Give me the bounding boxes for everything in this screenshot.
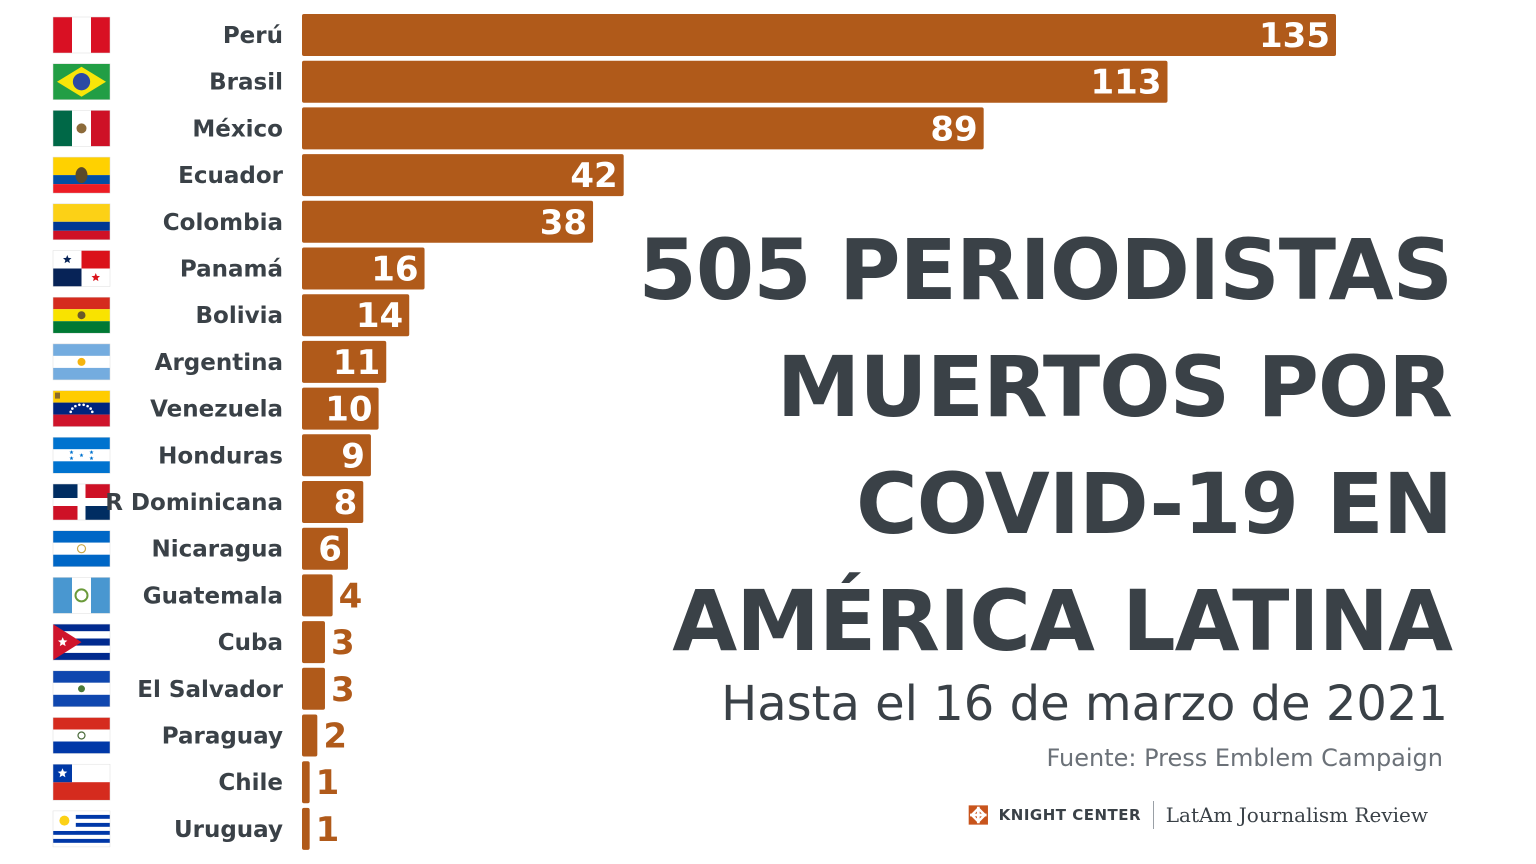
- country-label: Panamá: [180, 257, 283, 283]
- bar: [302, 247, 425, 290]
- bar: [302, 340, 387, 383]
- value-label: 11: [333, 343, 380, 383]
- paraguay-flag: [52, 717, 111, 754]
- bar: [302, 574, 333, 617]
- country-label: El Salvador: [137, 677, 283, 703]
- value-label: 2: [323, 717, 347, 757]
- country-label: Nicaragua: [151, 537, 283, 563]
- guatemala-flag: [52, 577, 111, 614]
- value-label: 113: [1091, 63, 1162, 103]
- country-label: México: [192, 116, 283, 142]
- knight-center-label: KNIGHT CENTER: [998, 806, 1142, 824]
- cuba-flag: [52, 623, 111, 661]
- title-line: COVID-19 EN: [855, 455, 1453, 553]
- country-label: Guatemala: [143, 583, 283, 609]
- bar: [302, 761, 310, 804]
- ecuador-flag: [52, 156, 111, 194]
- value-label: 9: [341, 436, 365, 476]
- branding-footer: KNIGHT CENTER LatAm Journalism Review: [968, 796, 1428, 834]
- country-label: Colombia: [163, 210, 283, 236]
- bar: [302, 294, 410, 337]
- chart-title: 505 PERIODISTAS MUERTOS POR COVID-19 EN …: [600, 212, 1453, 680]
- bar: [302, 387, 379, 430]
- bar: [302, 60, 1168, 103]
- country-label: Ecuador: [178, 163, 284, 189]
- bar: [302, 807, 310, 850]
- logo-divider: [1153, 801, 1154, 829]
- panama-flag: [52, 250, 111, 287]
- colombia-flag: [52, 203, 111, 241]
- country-label: Chile: [218, 770, 283, 796]
- title-line: AMÉRICA LATINA: [672, 572, 1453, 670]
- bar: [302, 200, 594, 243]
- brazil-flag: [52, 63, 111, 100]
- country-label: Perú: [223, 23, 283, 49]
- country-label: Brasil: [209, 70, 283, 96]
- value-label: 8: [334, 483, 358, 523]
- el-salvador-flag: [52, 670, 111, 708]
- value-label: 10: [325, 390, 372, 430]
- bolivia-flag: [52, 296, 111, 334]
- bar: [302, 621, 325, 664]
- bar: [302, 481, 364, 523]
- chile-flag: [52, 763, 111, 801]
- country-label: R Dominicana: [105, 490, 283, 516]
- value-label: 4: [339, 576, 363, 616]
- value-label: 42: [570, 156, 617, 196]
- country-label: Paraguay: [162, 724, 283, 750]
- bar: [302, 154, 624, 197]
- bar: [302, 714, 318, 757]
- honduras-flag: [52, 437, 111, 474]
- country-label: Bolivia: [196, 303, 284, 329]
- dominican-republic-flag: [52, 483, 111, 521]
- bar: [302, 107, 984, 150]
- bar: [302, 14, 1336, 56]
- value-label: 16: [371, 250, 418, 290]
- value-label: 135: [1259, 16, 1330, 56]
- venezuela-flag: [52, 390, 111, 427]
- title-line: MUERTOS POR: [776, 338, 1453, 436]
- uruguay-flag: [52, 810, 111, 848]
- title-line: 505 PERIODISTAS: [638, 221, 1453, 319]
- argentina-flag: [52, 343, 111, 381]
- knight-center-logo-icon: [968, 805, 988, 825]
- peru-flag: [52, 16, 111, 54]
- value-label: 89: [930, 109, 977, 149]
- value-label: 38: [540, 203, 587, 243]
- country-label: Argentina: [155, 350, 283, 376]
- country-label: Cuba: [218, 630, 283, 656]
- nicaragua-flag: [52, 530, 111, 567]
- value-label: 1: [316, 810, 340, 850]
- bar: [302, 667, 325, 710]
- source-note: Fuente: Press Emblem Campaign: [1046, 744, 1443, 772]
- chart-subtitle: Hasta el 16 de marzo de 2021: [721, 676, 1448, 732]
- latam-review-label: LatAm Journalism Review: [1165, 803, 1428, 827]
- bar: [302, 434, 371, 477]
- country-label: Uruguay: [174, 817, 283, 843]
- value-label: 3: [331, 670, 355, 710]
- country-label: Honduras: [158, 443, 283, 469]
- value-label: 6: [318, 530, 342, 570]
- value-label: 3: [331, 623, 355, 663]
- mexico-flag: [52, 110, 111, 147]
- country-label: Venezuela: [150, 397, 283, 423]
- value-label: 1: [316, 763, 340, 803]
- value-label: 14: [356, 296, 403, 336]
- bar: [302, 527, 348, 570]
